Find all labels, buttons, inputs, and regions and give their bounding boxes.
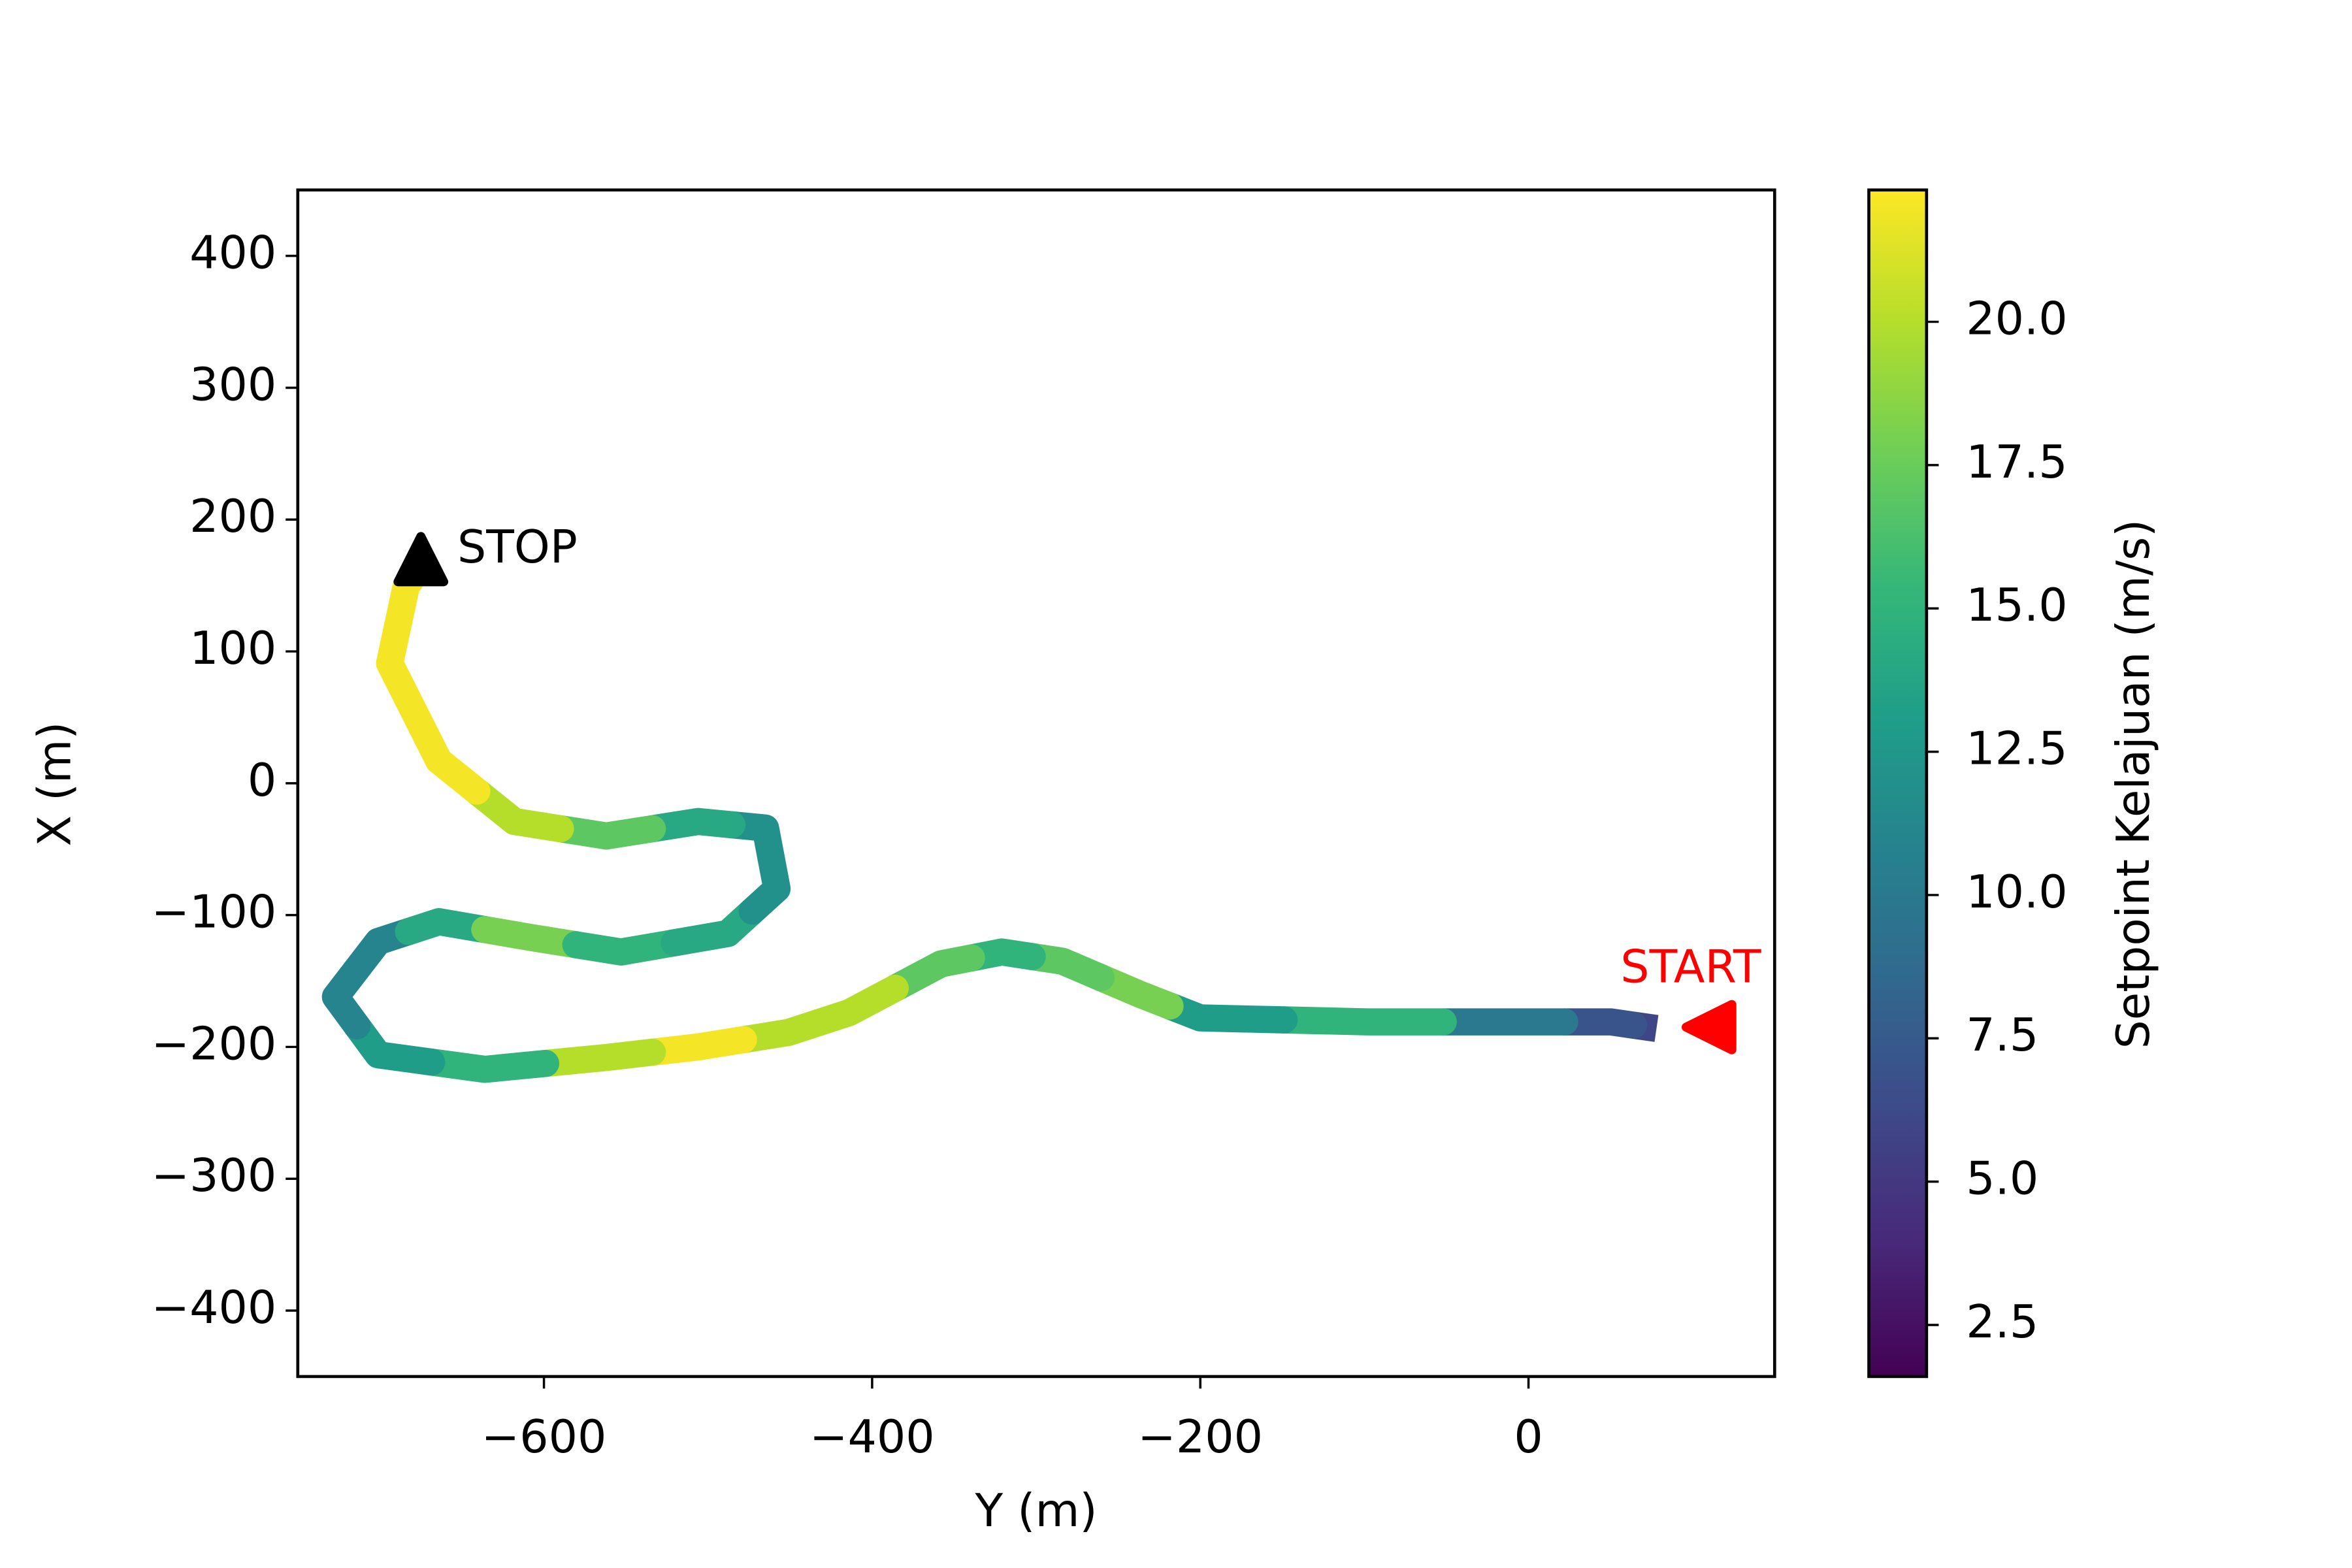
y-tick-label: −300 bbox=[152, 1149, 277, 1202]
trajectory-segment bbox=[638, 808, 746, 843]
y-tick-label: −200 bbox=[152, 1018, 277, 1071]
x-tick-label: −400 bbox=[809, 1411, 935, 1463]
trajectory-segment bbox=[1156, 992, 1298, 1034]
y-tick-label: −100 bbox=[152, 886, 277, 939]
plot-frame bbox=[296, 188, 1776, 1379]
trajectory-segment bbox=[471, 916, 590, 958]
colorbar-tick-label: 2.5 bbox=[1966, 1296, 2038, 1348]
trajectory-segment bbox=[1550, 1008, 1648, 1039]
annotation-label: START bbox=[1620, 941, 1761, 994]
trajectory-segment bbox=[546, 815, 666, 850]
x-tick-label: −600 bbox=[482, 1411, 607, 1463]
y-tick-label: 300 bbox=[189, 359, 276, 412]
x-tick-label: −200 bbox=[1137, 1411, 1263, 1463]
annotation-label: STOP bbox=[457, 521, 578, 574]
trajectory-segment bbox=[395, 907, 499, 945]
y-tick-label: 0 bbox=[248, 754, 276, 807]
colorbar-label: Setpoint Kelajuan (m/s) bbox=[2107, 519, 2160, 1049]
colorbar-tick-label: 5.0 bbox=[1966, 1152, 2038, 1205]
colorbar-tick-label: 20.0 bbox=[1966, 293, 2067, 346]
colorbar-tick-label: 10.0 bbox=[1966, 866, 2067, 919]
trajectory-segment bbox=[881, 944, 985, 1002]
y-tick-label: −400 bbox=[152, 1281, 277, 1334]
colorbar-tick-label: 15.0 bbox=[1966, 579, 2067, 632]
trajectory-segment bbox=[1087, 964, 1184, 1020]
x-tick-label: 0 bbox=[1514, 1411, 1543, 1463]
trajectory-segment bbox=[532, 1038, 666, 1077]
colorbar-tick-label: 7.5 bbox=[1966, 1009, 2038, 1062]
y-axis-label: X (m) bbox=[28, 722, 81, 847]
colorbar-tick-label: 17.5 bbox=[1966, 436, 2067, 489]
trajectory-segment bbox=[463, 777, 574, 843]
marker bbox=[1681, 1000, 1737, 1054]
colorbar-tick-label: 12.5 bbox=[1966, 723, 2067, 776]
trajectory-segment bbox=[1270, 1006, 1457, 1036]
y-tick-label: 200 bbox=[189, 490, 276, 543]
y-tick-label: 400 bbox=[189, 227, 276, 280]
y-tick-label: 100 bbox=[189, 622, 276, 675]
trajectory-segment bbox=[400, 698, 491, 805]
colorbar bbox=[1867, 188, 1929, 1379]
trajectory-segment bbox=[417, 1048, 559, 1083]
trajectory-segment bbox=[376, 611, 429, 726]
trajectory-segment bbox=[562, 929, 689, 966]
x-axis-label: Y (m) bbox=[974, 1484, 1097, 1537]
marker bbox=[393, 532, 449, 587]
trajectory-segment bbox=[638, 1026, 757, 1066]
trajectory-segment bbox=[729, 1009, 833, 1054]
